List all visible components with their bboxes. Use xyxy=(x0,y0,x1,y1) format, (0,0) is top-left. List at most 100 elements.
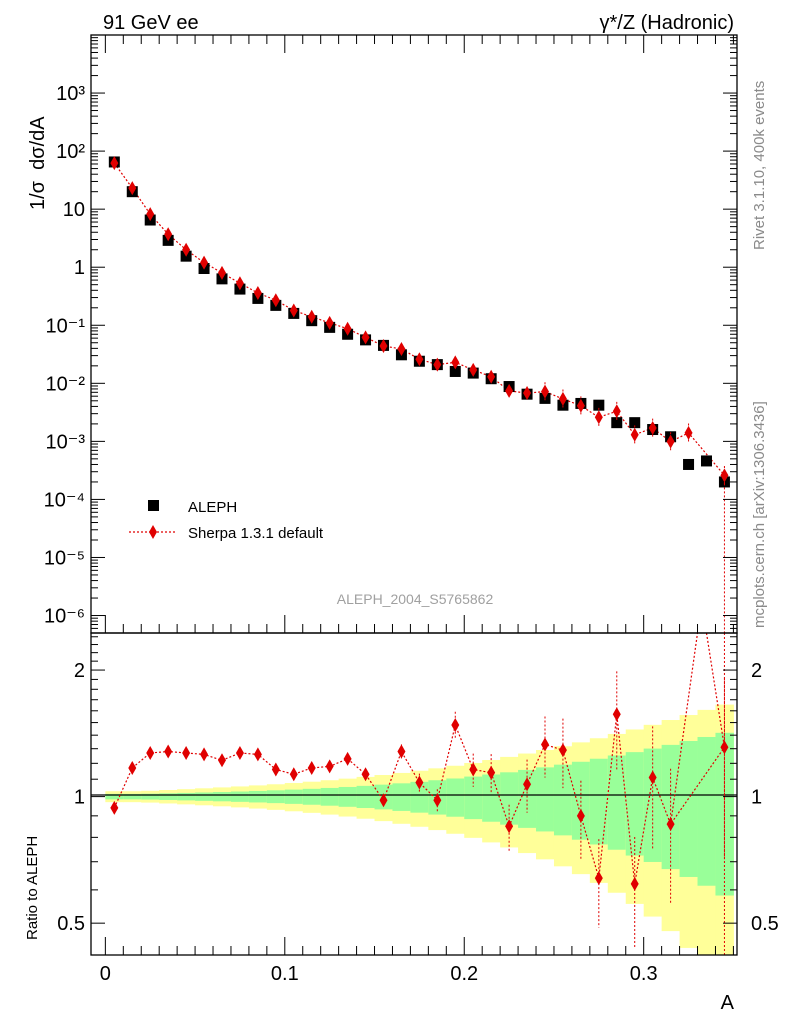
sherpa-data-point xyxy=(307,309,316,324)
ratio-data-point xyxy=(307,760,316,775)
ratio-uncertainty-bands xyxy=(105,704,734,955)
sherpa-data-point xyxy=(128,181,137,196)
ratio-data-point xyxy=(361,767,370,782)
sherpa-data-point xyxy=(217,265,226,280)
ratio-band-stat xyxy=(230,791,250,802)
ratio-band-stat xyxy=(446,778,465,817)
main-series-layer xyxy=(108,156,730,633)
sherpa-data-point xyxy=(684,425,693,440)
ratio-y-axis-label: Ratio to ALEPH xyxy=(24,836,41,940)
sherpa-data-point xyxy=(415,352,424,367)
ratio-data-point xyxy=(397,744,406,759)
legend-sherpa-label: Sherpa 1.3.1 default xyxy=(188,525,324,542)
ratio-band-stat xyxy=(177,792,196,801)
sherpa-data-point xyxy=(666,434,675,449)
ratio-band-stat xyxy=(356,785,376,809)
ratio-band-stat xyxy=(589,758,609,845)
ratio-data-point xyxy=(451,718,460,733)
ratio-y-tick-label: 0.5 xyxy=(57,913,85,935)
ratio-band-stat xyxy=(410,781,429,813)
sherpa-line xyxy=(113,162,725,476)
mcplots-source-label: mcplots.cern.ch [arXiv:1306.3436] xyxy=(751,401,768,628)
ratio-data-point xyxy=(235,745,244,760)
ratio-data-point xyxy=(594,871,603,886)
ratio-data-point xyxy=(128,760,137,775)
ratio-y-tick-label-right: 1 xyxy=(751,787,762,809)
ratio-y-tick-label-right: 0.5 xyxy=(751,913,779,935)
sherpa-data-point xyxy=(164,227,173,242)
ratio-y-tick-label: 2 xyxy=(74,660,85,682)
sherpa-data-point xyxy=(146,207,155,222)
aleph-data-point xyxy=(683,458,695,470)
ratio-band-stat xyxy=(248,790,268,803)
main-y-tick-label: 10⁻⁶ xyxy=(44,606,85,628)
ratio-data-point xyxy=(612,707,621,722)
x-tick-label: 0.2 xyxy=(450,963,478,985)
sherpa-data-point xyxy=(540,384,549,399)
ratio-band-stat xyxy=(643,748,663,862)
sherpa-data-point xyxy=(271,293,280,308)
sherpa-data-point xyxy=(289,303,298,318)
axis-ticks xyxy=(91,34,737,955)
plot-header-left: 91 GeV ee xyxy=(103,12,199,34)
ratio-data-point xyxy=(289,767,298,782)
ratio-panel-frame xyxy=(90,632,738,956)
analysis-id-watermark: ALEPH_2004_S5765862 xyxy=(337,591,494,607)
sherpa-data-point xyxy=(361,330,370,345)
aleph-data-point xyxy=(593,399,605,411)
legend-sherpa-marker xyxy=(149,525,157,539)
main-y-tick-label: 10⁻⁴ xyxy=(44,489,85,511)
sherpa-data-point xyxy=(523,386,532,401)
sherpa-data-point xyxy=(487,369,496,384)
ratio-band-stat xyxy=(607,755,627,850)
sherpa-data-point xyxy=(235,276,244,291)
sherpa-data-point xyxy=(182,242,191,257)
ratio-line xyxy=(670,633,699,825)
aleph-data-point xyxy=(700,455,712,467)
ratio-band-stat xyxy=(625,752,645,856)
ratio-band-stat xyxy=(320,787,340,806)
x-tick-label: 0.3 xyxy=(630,963,658,985)
main-y-axis-label: 1/σ dσ/dA xyxy=(27,116,49,210)
sherpa-data-point xyxy=(576,398,585,413)
ratio-band-stat xyxy=(105,793,124,800)
sherpa-data-point xyxy=(505,383,514,398)
sherpa-data-point xyxy=(630,427,639,442)
aleph-data-point xyxy=(629,417,641,429)
ratio-band-stat xyxy=(123,793,142,800)
main-panel-frame xyxy=(90,34,738,634)
ratio-band-stat xyxy=(284,789,304,804)
ratio-line xyxy=(705,633,726,748)
ratio-band-stat xyxy=(553,764,573,836)
ratio-y-tick-label-right: 2 xyxy=(751,660,762,682)
ratio-data-point xyxy=(343,751,352,766)
ratio-band-stat xyxy=(697,736,716,886)
sherpa-data-point xyxy=(648,420,657,435)
ratio-band-stat xyxy=(213,792,232,802)
ratio-band-stat xyxy=(266,790,286,804)
aleph-data-point xyxy=(611,417,623,429)
sherpa-data-point xyxy=(397,342,406,357)
ratio-data-point xyxy=(648,770,657,785)
sherpa-data-point xyxy=(558,391,567,406)
ratio-band-stat xyxy=(392,783,411,811)
ratio-data-point xyxy=(164,744,173,759)
sherpa-data-point xyxy=(612,404,621,419)
sherpa-data-point xyxy=(253,285,262,300)
legend-aleph-marker xyxy=(148,500,159,511)
ratio-data-point xyxy=(415,775,424,790)
ratio-data-point xyxy=(487,765,496,780)
ratio-band-stat xyxy=(464,776,483,820)
ratio-data-point xyxy=(540,737,549,752)
ratio-band-stat xyxy=(536,767,555,832)
ratio-data-point xyxy=(433,793,442,808)
ratio-data-point xyxy=(666,817,675,832)
x-tick-label: 0 xyxy=(100,963,111,985)
main-y-tick-label: 10⁻¹ xyxy=(46,315,86,337)
main-y-tick-label: 10⁻³ xyxy=(46,431,86,453)
ratio-band-stat xyxy=(518,769,537,828)
aleph-data-point xyxy=(449,365,461,377)
legend: ALEPH Sherpa 1.3.1 default xyxy=(129,499,324,542)
